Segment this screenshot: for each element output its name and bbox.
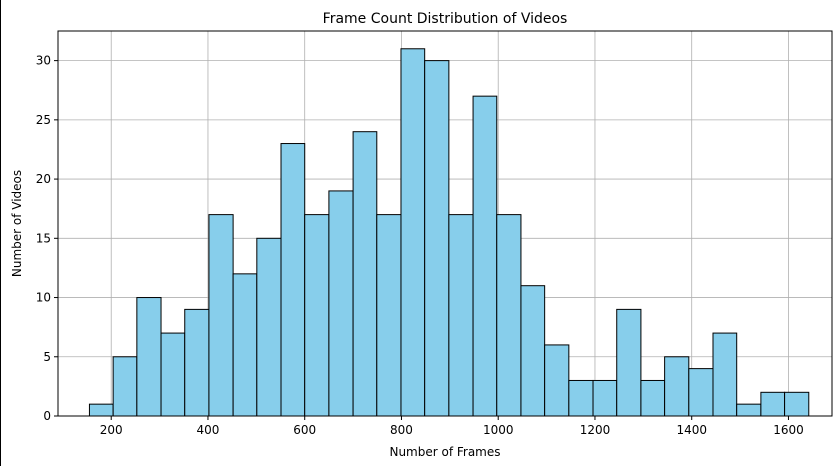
- histogram-bar: [664, 356, 690, 417]
- y-tick-label: 30: [36, 54, 51, 68]
- x-tick-label: 200: [100, 423, 123, 437]
- histogram-bar: [472, 95, 498, 417]
- histogram-bar: [784, 391, 810, 417]
- y-tick-label: 25: [36, 113, 51, 127]
- histogram-bar: [280, 143, 306, 417]
- histogram-bar: [184, 308, 210, 417]
- y-tick-label: 0: [43, 409, 51, 423]
- histogram-bar: [88, 403, 114, 417]
- y-tick-label: 20: [36, 172, 51, 186]
- histogram-bar: [520, 285, 546, 417]
- histogram-bar: [640, 379, 666, 417]
- x-axis-ticks: 200 400 600 800 1000 1200 1400 1600: [100, 416, 804, 437]
- plot-frame: [57, 30, 833, 417]
- histogram-bar: [736, 403, 762, 417]
- histogram-bars: [88, 48, 810, 417]
- x-tick-label: 400: [197, 423, 220, 437]
- x-tick-label: 600: [293, 423, 316, 437]
- y-tick-label: 10: [36, 291, 51, 305]
- histogram-bar: [400, 48, 426, 417]
- histogram-bar: [616, 308, 642, 417]
- y-tick-label: 5: [43, 350, 51, 364]
- histogram-bar: [592, 379, 618, 417]
- window-edge: [0, 0, 1, 466]
- x-tick-label: 1400: [676, 423, 707, 437]
- x-axis-label: Number of Frames: [389, 445, 500, 459]
- histogram-bar: [568, 379, 594, 417]
- histogram-bar: [232, 273, 258, 417]
- histogram-bar: [328, 190, 354, 417]
- histogram-bar: [208, 214, 234, 417]
- y-tick-label: 15: [36, 231, 51, 245]
- histogram-bar: [544, 344, 570, 417]
- histogram-bar: [352, 131, 378, 417]
- histogram-bar: [136, 297, 162, 417]
- histogram-bar: [256, 237, 282, 417]
- histogram-bar: [304, 214, 330, 417]
- y-axis-ticks: 0 5 10 15 20 25 30: [36, 54, 58, 423]
- x-tick-label: 1600: [773, 423, 804, 437]
- y-axis-label: Number of Videos: [10, 170, 24, 277]
- chart-title: Frame Count Distribution of Videos: [323, 11, 568, 27]
- histogram-bar: [760, 391, 786, 417]
- x-tick-label: 1200: [580, 423, 611, 437]
- histogram-bar: [496, 214, 522, 417]
- histogram-bar: [712, 332, 738, 417]
- x-tick-label: 800: [390, 423, 413, 437]
- x-tick-label: 1000: [483, 423, 514, 437]
- histogram-bar: [448, 214, 474, 417]
- histogram-bar: [376, 214, 402, 417]
- histogram-bar: [688, 368, 714, 417]
- histogram-bar: [424, 60, 450, 417]
- histogram-bar: [112, 356, 138, 417]
- histogram-bar: [160, 332, 186, 417]
